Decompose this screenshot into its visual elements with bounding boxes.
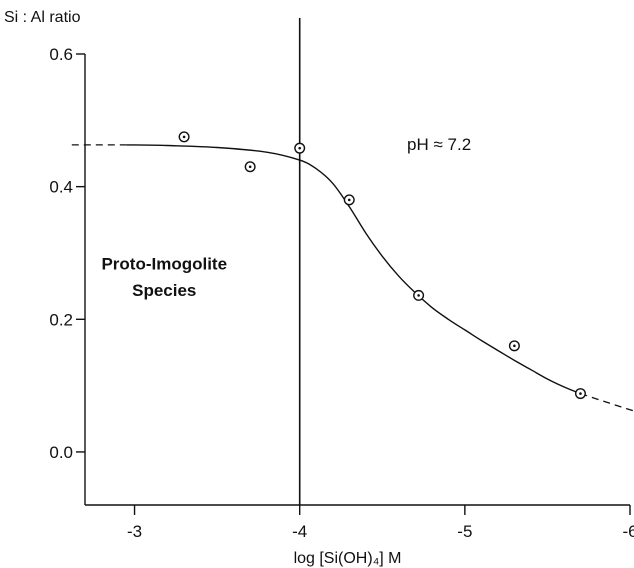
fit-curve-dashed-extensions	[71, 144, 634, 412]
region-label: Proto-Imogolite	[101, 255, 227, 274]
tick-marks	[76, 53, 631, 515]
fit-curve	[126, 144, 581, 395]
y-tick-label: 0.2	[49, 310, 73, 329]
data-point	[178, 131, 190, 143]
data-point-center	[513, 344, 516, 348]
data-point-center	[182, 135, 186, 139]
data-point	[343, 194, 355, 206]
data-point	[244, 161, 256, 173]
x-tick-label: -5	[457, 522, 472, 541]
x-tick-label: -3	[127, 522, 142, 541]
y-axis-label: Si : Al ratio	[4, 9, 81, 26]
x-axis-label: log [Si(OH)₄] M	[294, 550, 402, 567]
tick-labels: 0.0 0.2 0.4 0.6 -3 -4 -5 -6	[49, 45, 634, 541]
data-point	[574, 388, 586, 400]
data-point	[294, 142, 306, 154]
data-point-center	[417, 294, 420, 297]
data-point	[413, 289, 425, 301]
x-tick-label: -6	[622, 522, 634, 541]
y-tick-label: 0.6	[49, 45, 73, 64]
data-point-center	[298, 146, 301, 150]
x-tick-label: -4	[292, 522, 307, 541]
y-tick-label: 0.0	[49, 443, 73, 462]
axes	[84, 54, 630, 506]
data-points	[178, 131, 586, 400]
region-label: Species	[132, 281, 196, 300]
fit-curve-dashed-segment	[580, 392, 634, 412]
ph-annotation: pH ≈ 7.2	[407, 135, 471, 154]
data-point-center	[347, 198, 351, 202]
data-point-center	[579, 392, 582, 395]
data-point	[508, 340, 520, 352]
annotations: pH ≈ 7.2 Proto-Imogolite Species	[101, 135, 471, 300]
y-tick-label: 0.4	[49, 178, 73, 197]
data-point-center	[248, 165, 252, 169]
